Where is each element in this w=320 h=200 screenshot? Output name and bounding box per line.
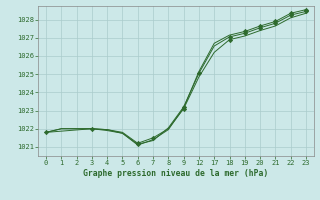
X-axis label: Graphe pression niveau de la mer (hPa): Graphe pression niveau de la mer (hPa) xyxy=(84,169,268,178)
